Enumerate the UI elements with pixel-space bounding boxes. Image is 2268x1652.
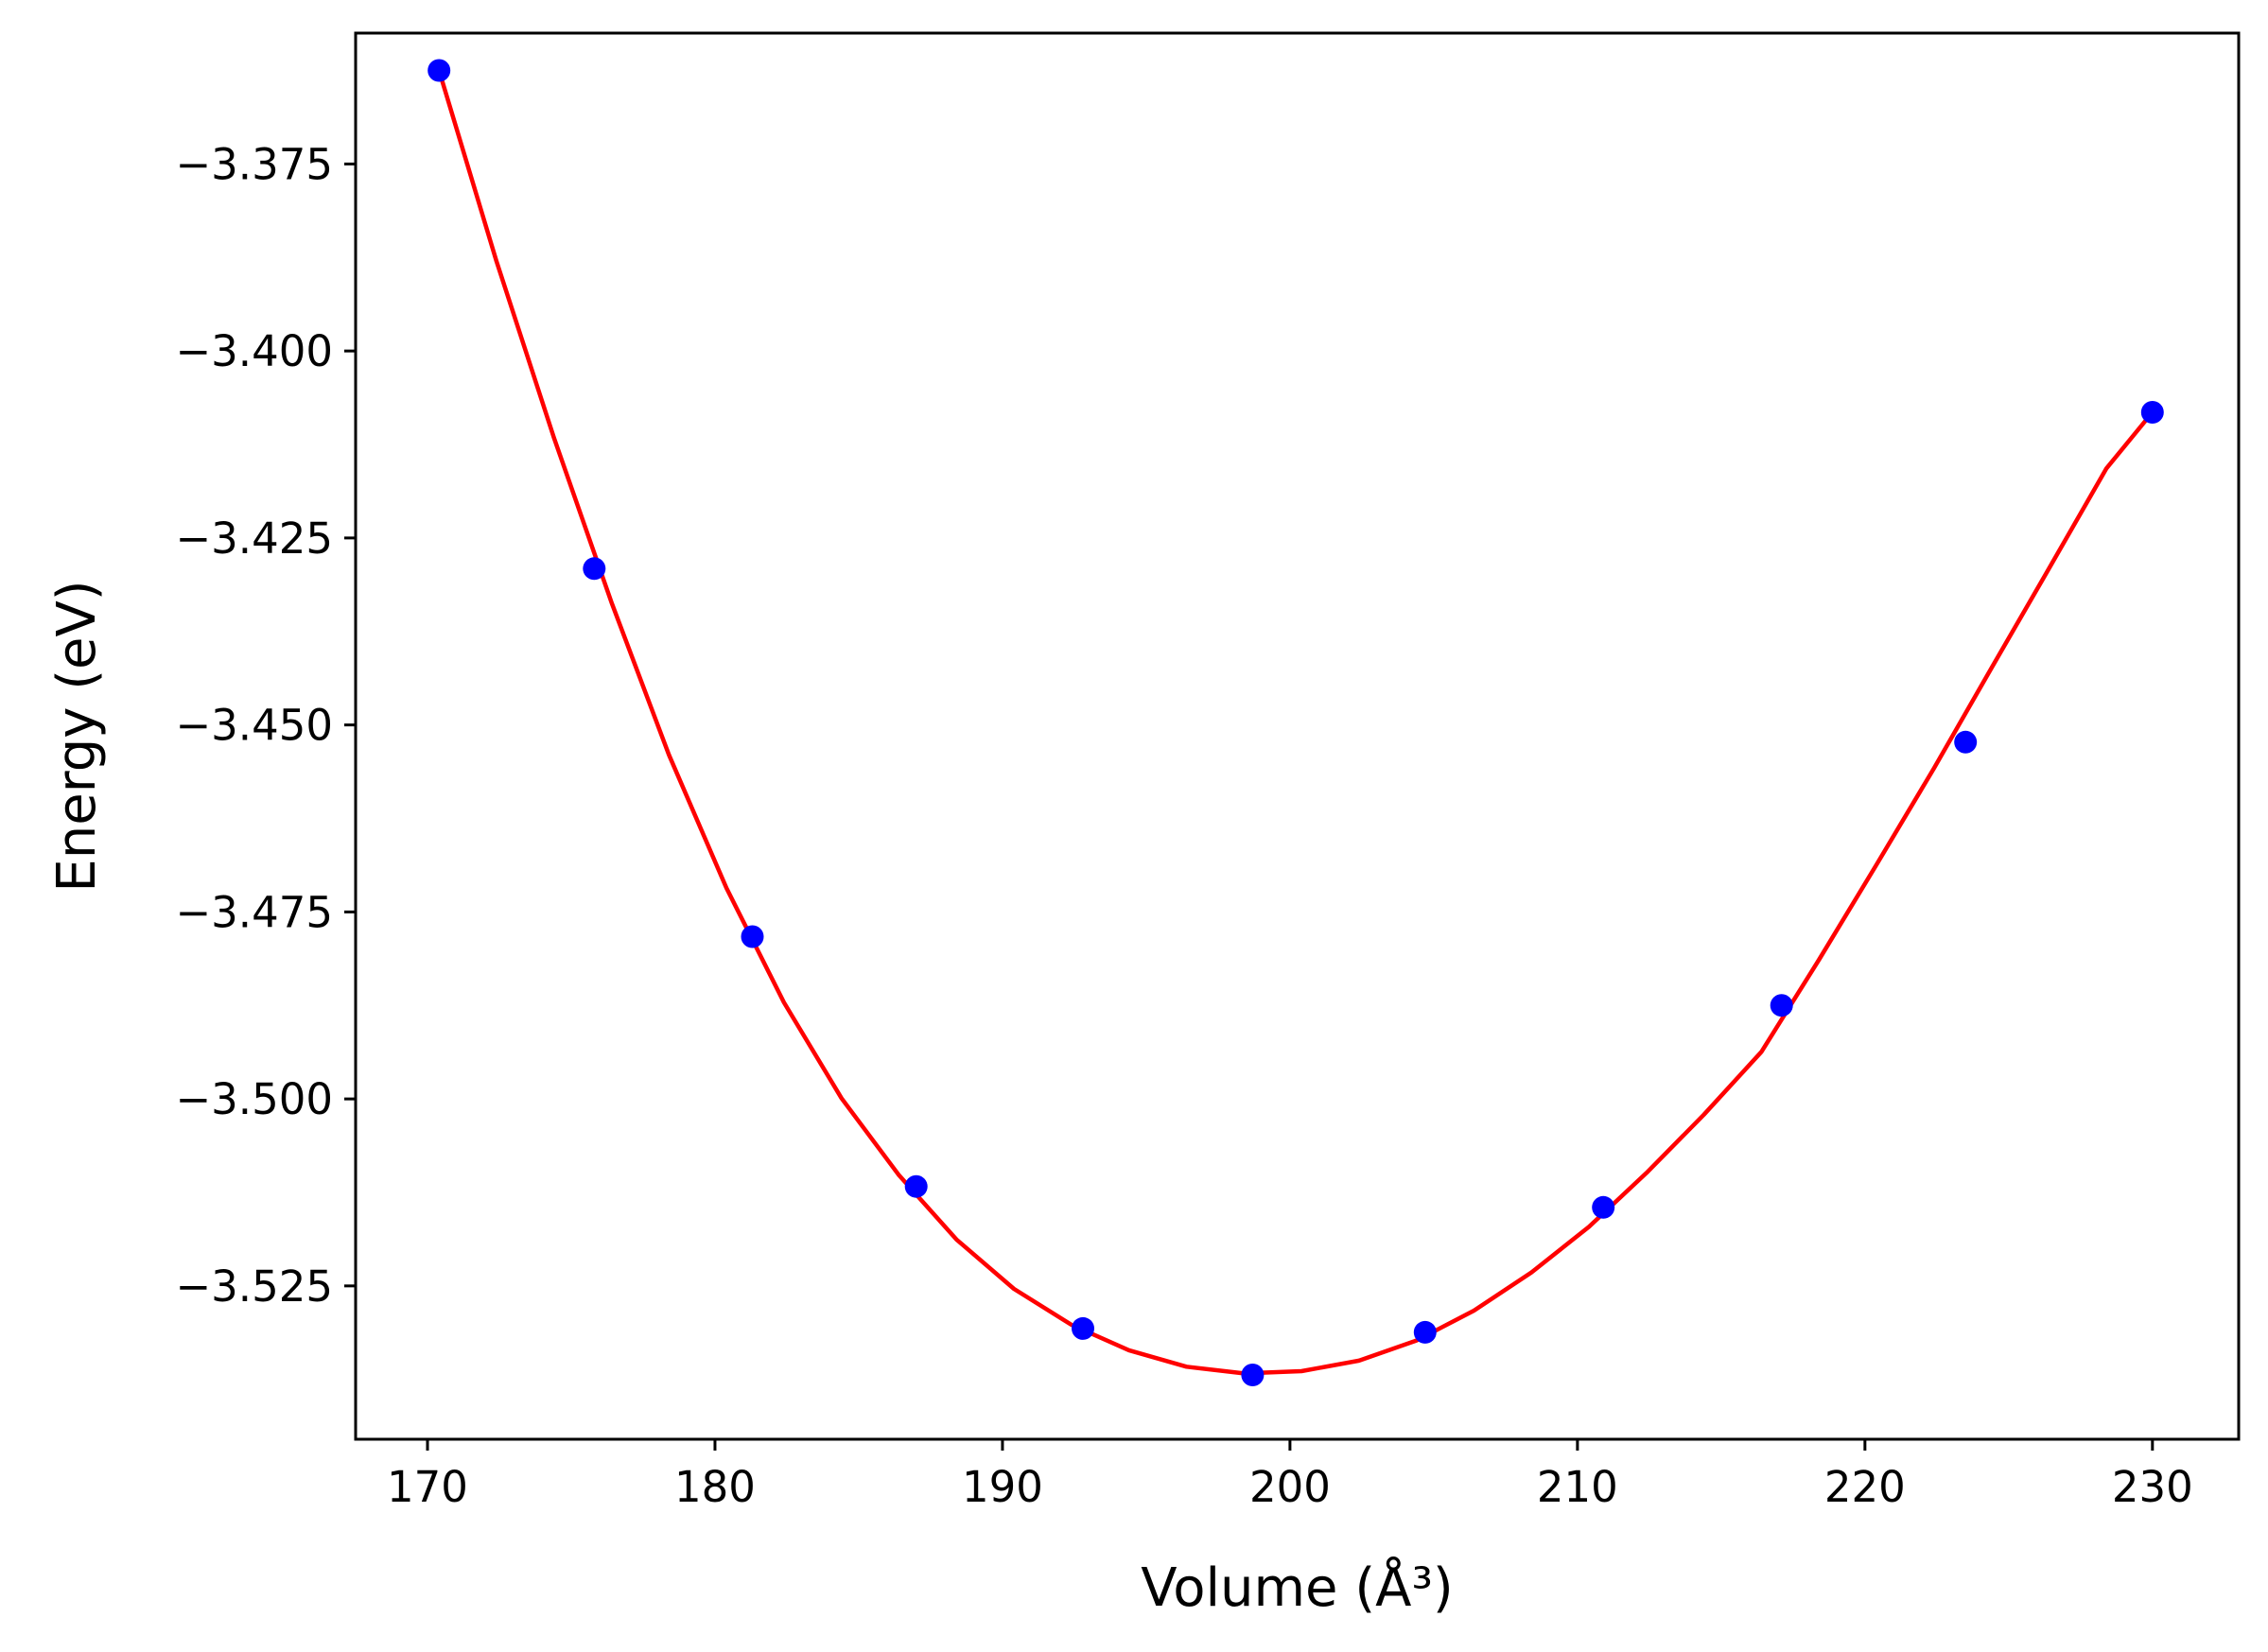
fit-curve: [437, 69, 2155, 1376]
x-tick-label: 170: [387, 1462, 468, 1512]
data-point: [1954, 730, 1978, 754]
data-point: [2140, 401, 2164, 424]
x-tick-label: 190: [962, 1462, 1043, 1512]
plot-area: [427, 59, 2164, 1386]
x-tick-label: 220: [1824, 1462, 1906, 1512]
data-point: [904, 1174, 928, 1198]
data-point: [741, 925, 764, 948]
data-point: [1241, 1364, 1265, 1386]
x-axis-label: Volume (Å³): [1141, 1556, 1454, 1619]
data-point: [1072, 1316, 1094, 1340]
data-point: [1770, 994, 1793, 1017]
y-tick-label: −3.450: [175, 701, 333, 751]
x-tick-label: 210: [1537, 1462, 1618, 1512]
data-point: [1592, 1195, 1615, 1219]
data-point: [427, 59, 451, 82]
plot-frame: [354, 31, 2241, 1441]
x-tick-label: 230: [2112, 1462, 2193, 1512]
x-axis-ticks: 170 180 190 200 210 220 230: [387, 1439, 2193, 1512]
data-point: [1413, 1320, 1437, 1344]
y-tick-label: −3.375: [175, 139, 333, 189]
y-axis-ticks: −3.375 −3.400 −3.425 −3.450 −3.475 −3.500 −3.5…: [175, 139, 356, 1312]
x-tick-label: 180: [674, 1462, 756, 1512]
data-point: [583, 557, 606, 581]
y-axis-label: Energy (eV): [46, 580, 108, 892]
y-tick-label: −3.400: [175, 326, 333, 376]
y-tick-label: −3.425: [175, 513, 333, 564]
y-tick-label: −3.525: [175, 1261, 333, 1312]
y-tick-label: −3.500: [175, 1074, 333, 1124]
y-tick-label: −3.475: [175, 887, 333, 937]
x-tick-label: 200: [1249, 1462, 1331, 1512]
